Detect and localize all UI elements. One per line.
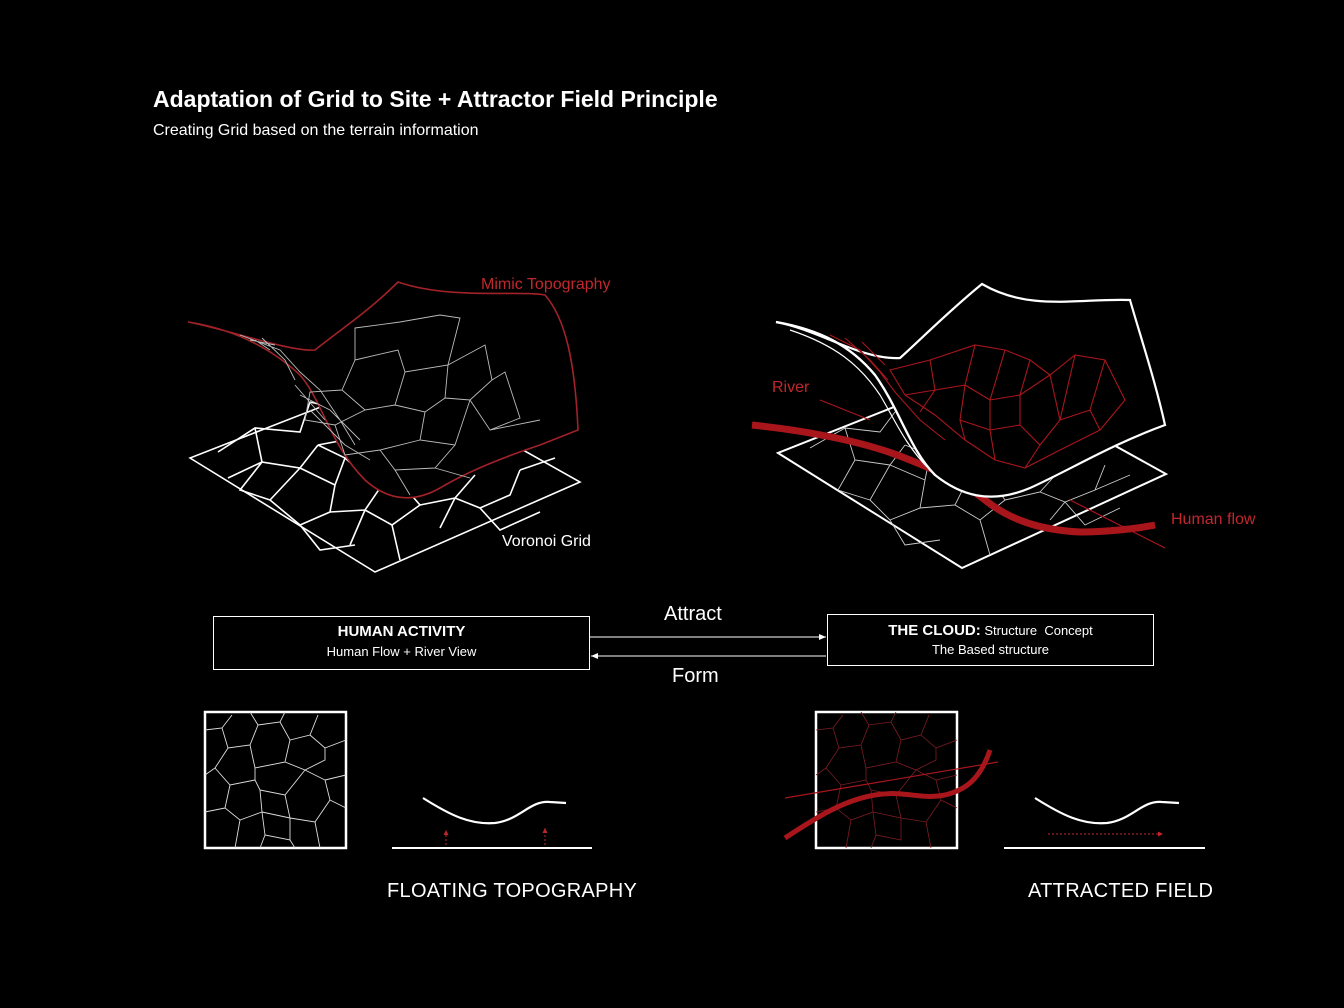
human-activity-box: HUMAN ACTIVITY Human Flow + River View [213,616,590,670]
page-subtitle: Creating Grid based on the terrain infor… [153,122,479,139]
mimic-topography-surface [187,281,579,499]
the-cloud-title: THE CLOUD: [888,622,981,639]
the-cloud-box: THE CLOUD: Structure Concept The Based s… [827,614,1154,666]
floating-topography-caption: FLOATING TOPOGRAPHY [387,880,638,902]
human-flow-label: Human flow [1171,511,1256,528]
human-flow-line [819,399,1166,549]
the-cloud-title-rest: Structure Concept [980,623,1093,638]
attracted-square-diagram [783,710,999,850]
attracted-field-caption: ATTRACTED FIELD [1028,880,1214,902]
human-activity-subtitle: Human Flow + River View [326,644,477,659]
page-title: Adaptation of Grid to Site + Attractor F… [153,86,718,112]
voronoi-square-diagram [203,710,348,850]
attracted-field-section [1004,797,1205,849]
attract-label: Attract [664,603,722,625]
voronoi-grid-label: Voronoi Grid [502,533,591,550]
river-label: River [772,379,810,396]
floating-surface [775,282,1167,498]
floating-topography-section [392,797,592,849]
form-label: Form [672,665,719,687]
the-cloud-subtitle: The Based structure [931,642,1050,657]
human-activity-title: HUMAN ACTIVITY [337,623,466,640]
mimic-topography-label: Mimic Topography [481,276,611,293]
